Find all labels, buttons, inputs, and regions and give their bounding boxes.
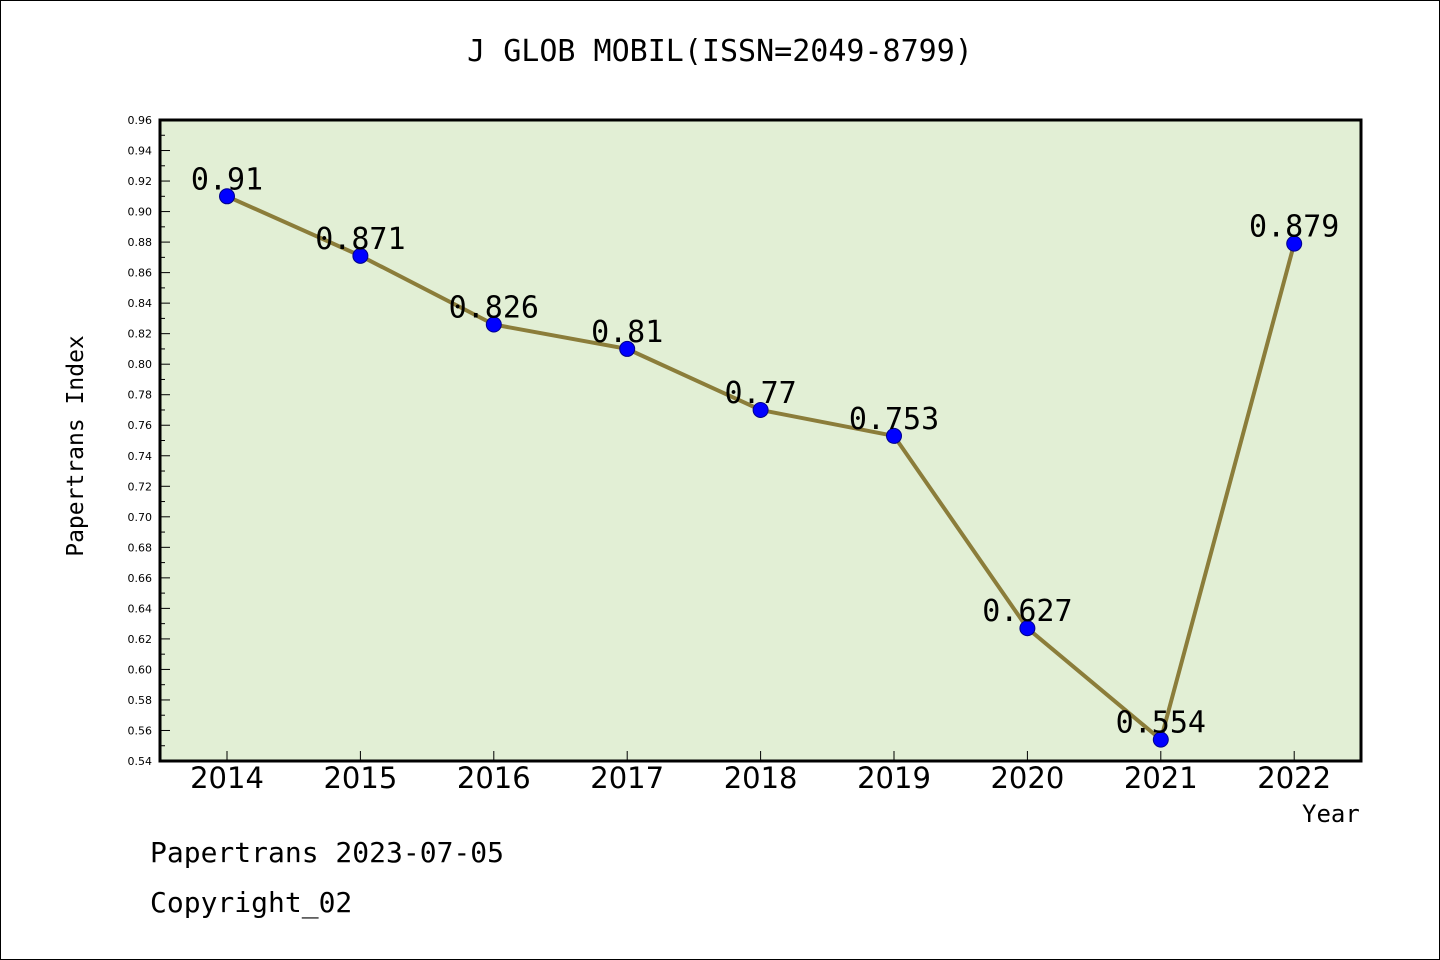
data-labels: 0.91 0.871 0.826 0.81 0.77 0.753 0.627 0.554 0.8… [191,162,1339,740]
data-point [219,188,235,205]
y-tick-label: 0.88 [128,236,153,249]
y-tick-label: 0.54 [128,755,153,768]
y-tick-label: 0.84 [128,297,153,310]
y-tick-label: 0.92 [128,175,153,188]
chart-title: J GLOB MOBIL(ISSN=2049-8799) [467,34,973,69]
y-tick-label: 0.70 [128,511,153,524]
data-point [619,340,636,357]
data-label: 0.81 [591,315,663,350]
y-tick-label: 0.74 [128,450,153,463]
footer-copyright: Copyright_02 [150,886,353,919]
x-tick-label: 2015 [323,761,397,795]
data-label: 0.826 [449,291,539,326]
x-tick-label: 2016 [457,761,531,795]
x-tick-label: 2020 [990,761,1064,795]
x-tick-label: 2021 [1124,761,1198,795]
data-label: 0.871 [315,222,405,257]
y-tick-label: 0.58 [128,694,153,707]
x-tick-label: 2018 [724,761,798,795]
y-tick-label: 0.66 [128,572,153,585]
y-tick-label: 0.72 [128,480,153,493]
y-ticks: 0.54 0.56 0.58 0.60 0.62 0.64 0.66 0.68 0.70 0.72… [128,114,170,768]
x-ticks: 2014 2015 2016 2017 2018 2019 2020 2021 2022 [190,751,1331,795]
x-tick-label: 2022 [1257,761,1331,795]
data-point [1019,620,1036,637]
y-tick-label: 0.76 [128,419,153,432]
data-point [1152,731,1169,748]
y-tick-label: 0.90 [128,206,153,219]
y-tick-label: 0.82 [128,328,153,341]
data-points [219,188,1303,748]
y-tick-label: 0.80 [128,358,153,371]
data-point [485,316,502,333]
y-tick-label: 0.62 [128,633,153,646]
data-label: 0.554 [1116,706,1206,741]
data-label: 0.91 [191,162,263,197]
x-axis-label: Year [1302,800,1360,828]
y-tick-label: 0.94 [128,145,153,158]
data-point [352,247,369,264]
x-tick-label: 2019 [857,761,931,795]
y-tick-label: 0.68 [128,541,153,554]
y-tick-label: 0.64 [128,602,153,615]
y-tick-label: 0.96 [128,114,153,127]
data-point [886,427,902,444]
y-tick-label: 0.86 [128,267,153,280]
footer-date: Papertrans 2023-07-05 [150,836,505,869]
data-label: 0.77 [724,376,796,411]
x-tick-label: 2017 [590,761,664,795]
plot-area [158,118,1363,763]
y-tick-label: 0.60 [128,663,153,676]
data-label: 0.627 [982,594,1072,629]
data-point [752,401,769,418]
data-label: 0.879 [1249,210,1339,245]
data-point [1286,235,1303,252]
y-tick-label: 0.78 [128,389,153,402]
data-label: 0.753 [849,402,939,437]
y-tick-label: 0.56 [128,724,153,737]
x-tick-label: 2014 [190,761,264,795]
